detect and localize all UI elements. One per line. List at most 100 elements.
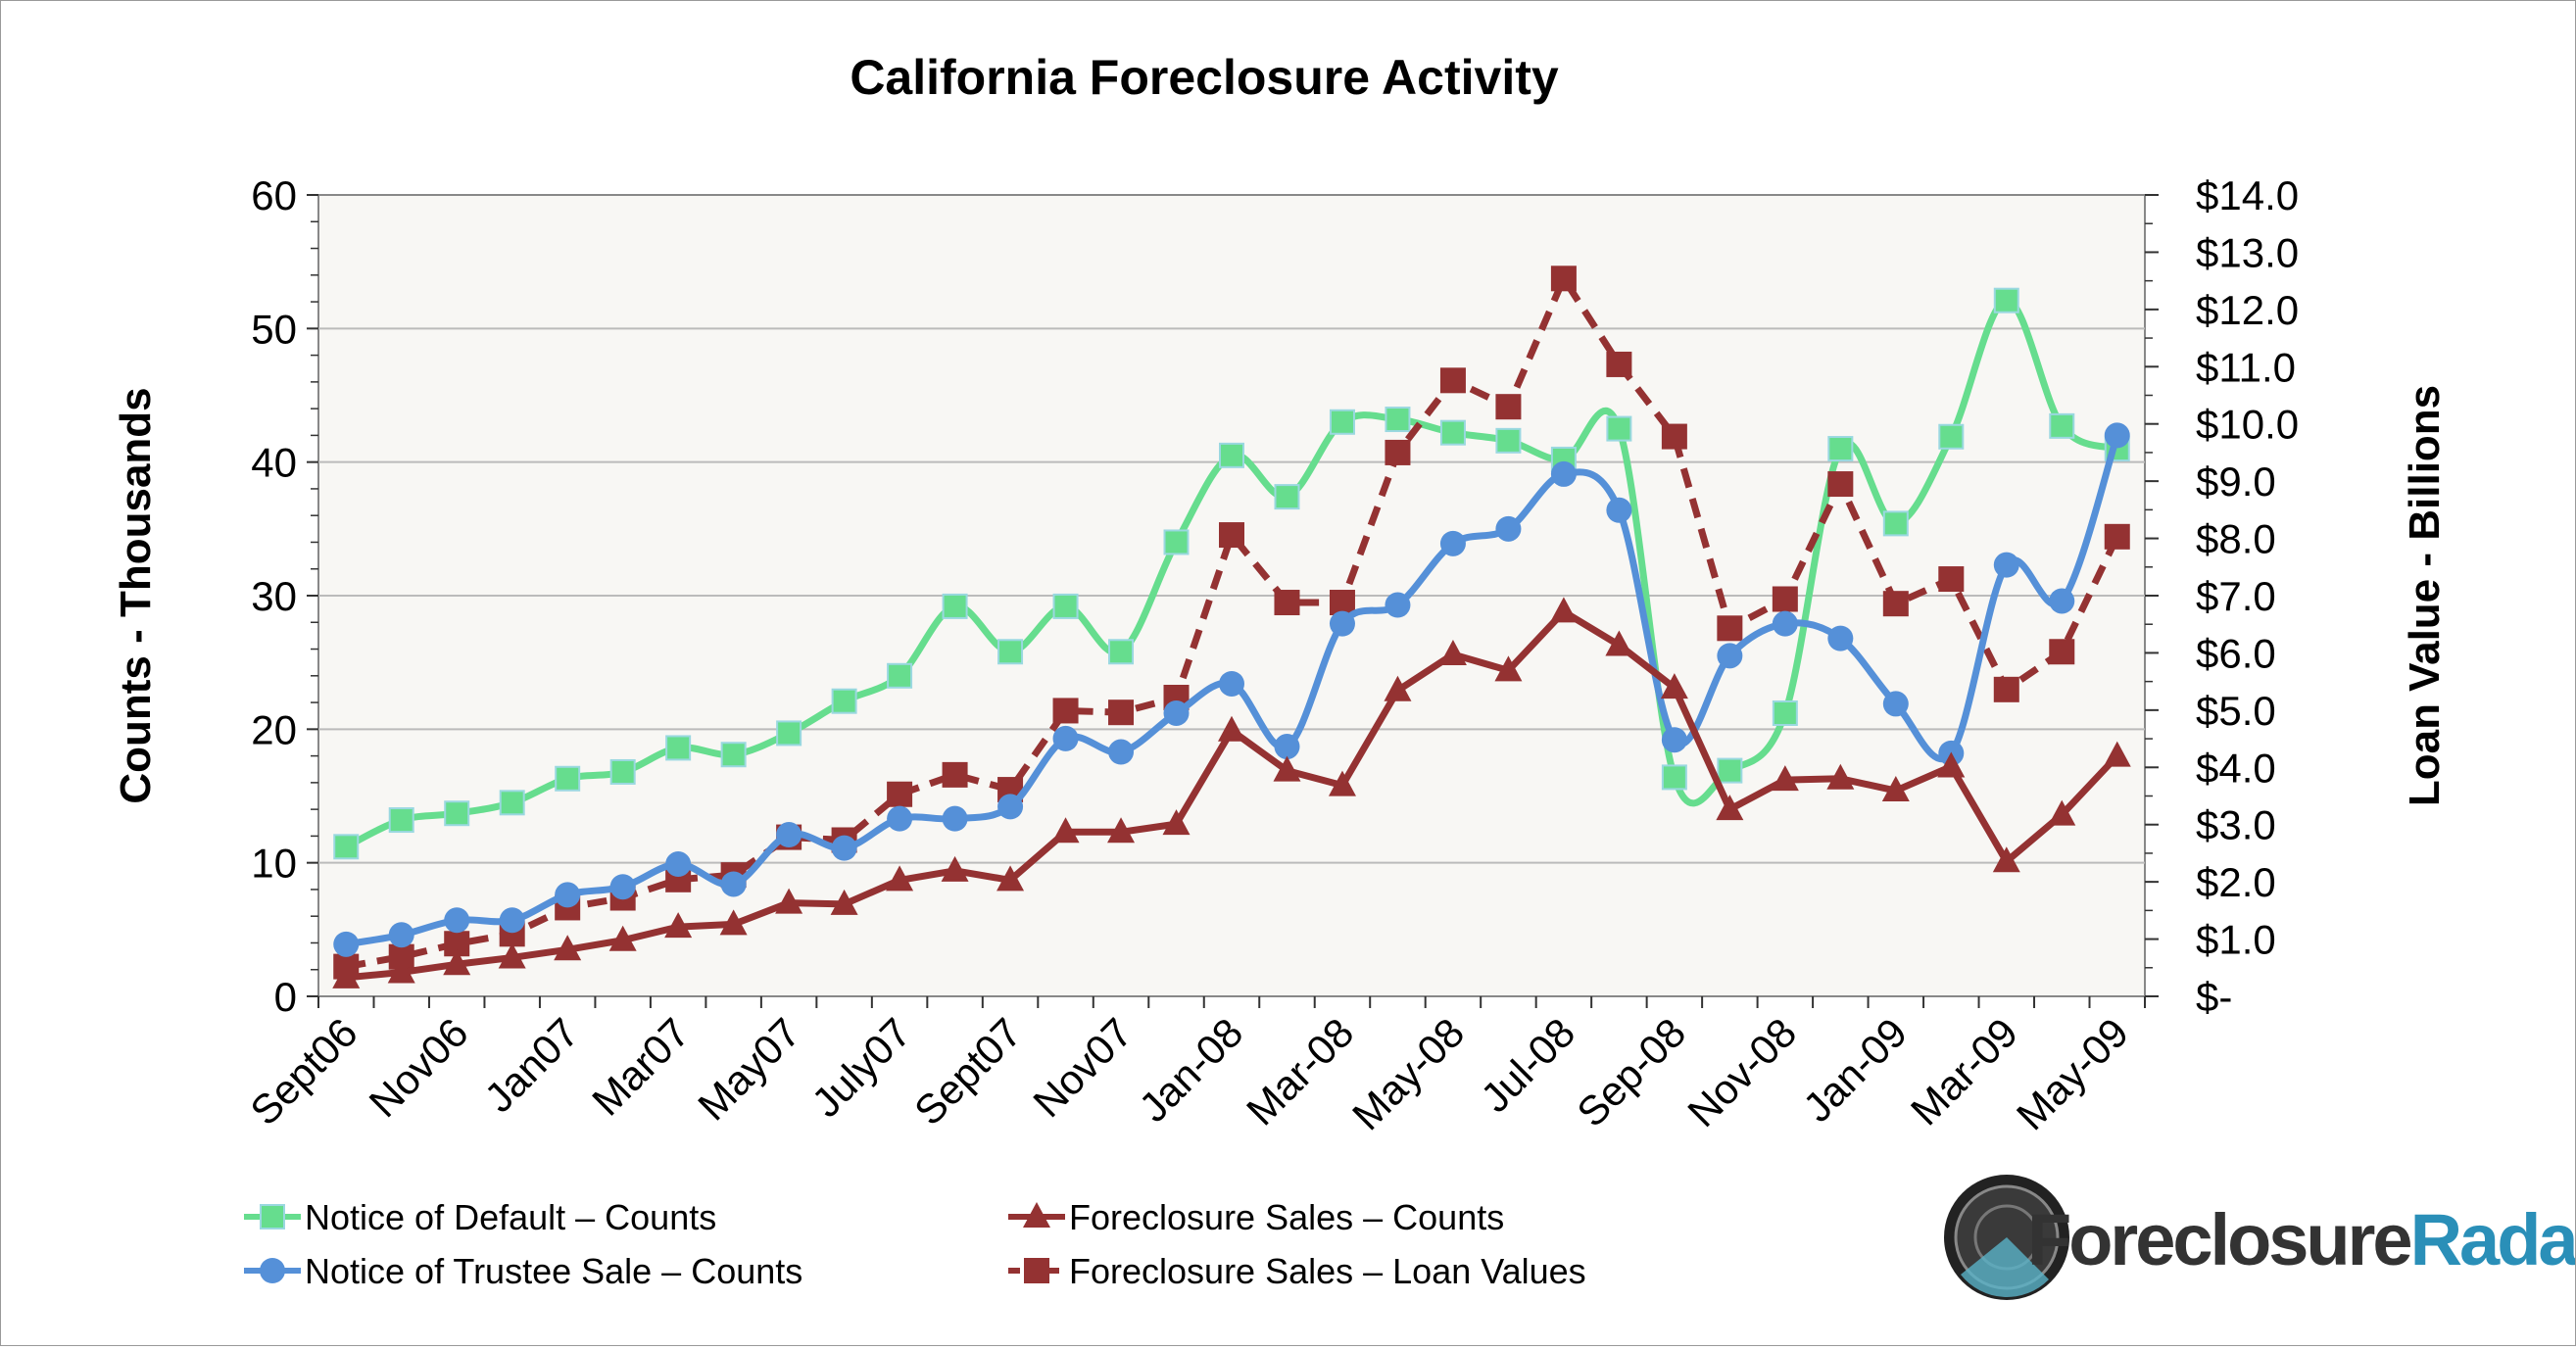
- data-point: [444, 907, 470, 934]
- chart-title: California Foreclosure Activity: [850, 50, 1559, 105]
- data-point: [1882, 591, 1909, 617]
- data-point: [1329, 590, 1355, 616]
- data-point: [942, 761, 968, 788]
- data-point: [608, 925, 637, 951]
- legend-marker: [1023, 1202, 1050, 1228]
- data-point: [1438, 639, 1467, 665]
- data-point: [942, 593, 968, 619]
- data-point: [1717, 757, 1743, 784]
- x-tick-label: Sep-08: [1568, 1009, 1694, 1135]
- data-point: [1051, 817, 1080, 844]
- data-point: [1937, 751, 1966, 778]
- data-point: [1219, 522, 1244, 549]
- data-point: [1384, 675, 1412, 701]
- x-tick-label: Mar-09: [1902, 1009, 2026, 1133]
- y-tick-label: 0: [274, 974, 297, 1020]
- data-point: [2049, 639, 2075, 665]
- data-point: [388, 807, 414, 834]
- data-point: [1606, 415, 1632, 442]
- data-point: [1826, 763, 1855, 790]
- data-point: [444, 800, 470, 827]
- data-point: [1827, 471, 1854, 498]
- y-tick-label: 20: [251, 706, 297, 752]
- data-point: [830, 889, 858, 915]
- legend-item: Foreclosure Sales – Counts: [1008, 1197, 1504, 1237]
- x-tick-label: Jul-08: [1472, 1009, 1583, 1121]
- data-point: [1550, 265, 1577, 292]
- series-line: [345, 274, 2120, 971]
- data-point: [1108, 739, 1135, 765]
- data-point: [1881, 776, 1910, 802]
- legend-label: Notice of Default – Counts: [305, 1197, 716, 1237]
- data-point: [1163, 699, 1190, 726]
- data-point: [775, 888, 803, 914]
- data-point: [1717, 643, 1743, 669]
- data-point: [498, 942, 526, 969]
- data-point: [2104, 422, 2130, 449]
- x-tick-label: Sept06: [241, 1009, 365, 1133]
- data-point: [886, 865, 914, 892]
- x-tick-label: Nov-08: [1678, 1009, 1805, 1135]
- x-tick-label: Mar07: [583, 1009, 698, 1124]
- data-point: [1772, 610, 1798, 637]
- data-point: [1606, 351, 1632, 377]
- data-point: [554, 935, 582, 961]
- data-point: [1495, 427, 1522, 454]
- data-point: [1108, 639, 1135, 665]
- data-point: [1993, 552, 2019, 578]
- data-point: [609, 874, 636, 900]
- data-point: [2104, 523, 2130, 550]
- data-point: [1219, 442, 1244, 468]
- y2-tick-label: $2.0: [2196, 859, 2276, 905]
- data-point: [609, 758, 636, 785]
- data-point: [776, 822, 802, 848]
- data-point: [2103, 741, 2131, 767]
- data-point: [1772, 586, 1798, 612]
- x-tick-label: Jan-09: [1794, 1009, 1916, 1131]
- data-point: [1661, 727, 1687, 753]
- data-point: [1606, 497, 1632, 523]
- data-point: [1495, 394, 1522, 420]
- data-point: [1328, 770, 1356, 796]
- data-point: [1660, 673, 1688, 699]
- y-tick-label: 30: [251, 573, 297, 619]
- data-point: [887, 805, 913, 832]
- data-point: [1993, 676, 2019, 702]
- data-point: [443, 949, 471, 976]
- x-tick-label: July07: [802, 1009, 919, 1126]
- y2-axis-title: Loan Value - Billions: [2401, 385, 2449, 806]
- data-point: [1274, 590, 1300, 616]
- data-point: [887, 781, 913, 807]
- legend-label: Foreclosure Sales – Loan Values: [1069, 1251, 1586, 1291]
- data-point: [1882, 691, 1909, 717]
- logo-text: ForeclosureRadar™: [2027, 1199, 2575, 1280]
- data-point: [555, 765, 581, 792]
- y-tick-label: 10: [251, 841, 297, 887]
- y2-tick-label: $8.0: [2196, 516, 2276, 562]
- data-point: [1439, 367, 1466, 394]
- y2-tick-label: $5.0: [2196, 688, 2276, 734]
- data-point: [1108, 699, 1135, 726]
- y2-tick-label: $13.0: [2196, 229, 2299, 275]
- data-point: [1385, 439, 1411, 465]
- legend-item: Notice of Trustee Sale – Counts: [244, 1251, 802, 1291]
- data-point: [1605, 630, 1633, 656]
- x-tick-label: Jan07: [475, 1009, 587, 1121]
- data-point: [1329, 409, 1355, 435]
- y-tick-label: 40: [251, 440, 297, 486]
- y2-tick-label: $7.0: [2196, 573, 2276, 619]
- y2-tick-label: $6.0: [2196, 630, 2276, 676]
- data-point: [941, 855, 969, 882]
- legend-label: Foreclosure Sales – Counts: [1069, 1197, 1504, 1237]
- y2-tick-label: $14.0: [2196, 172, 2299, 218]
- legend-marker: [260, 1258, 285, 1283]
- data-point: [1052, 698, 1079, 724]
- data-point: [1439, 419, 1466, 446]
- data-point: [1494, 655, 1523, 682]
- data-point: [1274, 734, 1300, 760]
- data-point: [887, 662, 913, 689]
- data-point: [1385, 592, 1411, 618]
- x-tick-label: Nov07: [1024, 1009, 1141, 1126]
- data-point: [1162, 809, 1191, 836]
